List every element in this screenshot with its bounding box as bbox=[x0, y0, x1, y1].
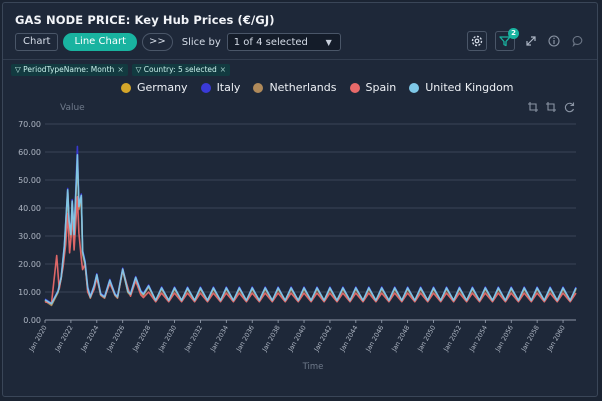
filter-icon: ▽ bbox=[135, 65, 144, 74]
x-tick-label: Jan 2046 bbox=[364, 324, 386, 354]
legend-dot bbox=[121, 82, 131, 93]
legend-label: Spain bbox=[365, 81, 397, 94]
legend-label: Italy bbox=[216, 81, 241, 94]
x-tick-label: Jan 2042 bbox=[312, 324, 334, 354]
series-line-netherlands[interactable] bbox=[44, 159, 577, 307]
x-tick-label: Jan 2052 bbox=[441, 324, 463, 354]
x-tick-label: Jan 2048 bbox=[390, 324, 412, 354]
legend-item-spain[interactable]: Spain bbox=[349, 81, 397, 94]
slice-by-select[interactable]: 1 of 4 selected ▼ bbox=[226, 33, 341, 51]
x-tick-label: Jan 2050 bbox=[416, 324, 438, 354]
chart-legend: Germany Italy Netherlands Spain United K… bbox=[121, 81, 527, 94]
legend-dot bbox=[409, 82, 420, 93]
x-tick-label: Jan 2024 bbox=[79, 324, 101, 354]
x-tick-label: Jan 2020 bbox=[27, 324, 49, 354]
legend-dot bbox=[200, 82, 211, 93]
filter-chip-label: PeriodTypeName: Month bbox=[23, 65, 115, 74]
chart-toolbar: Chart Line Chart >> Slice by 1 of 4 sele… bbox=[15, 33, 341, 51]
expand-button[interactable] bbox=[521, 31, 541, 51]
x-tick-label: Jan 2058 bbox=[519, 324, 541, 354]
x-tick-label: Jan 2028 bbox=[131, 324, 153, 354]
x-tick-label: Jan 2044 bbox=[338, 324, 360, 354]
y-tick-label: 0.00 bbox=[23, 316, 41, 325]
close-icon[interactable]: × bbox=[219, 65, 227, 74]
legend-dot bbox=[253, 82, 264, 93]
x-tick-label: Jan 2036 bbox=[234, 324, 256, 354]
info-icon bbox=[548, 35, 560, 47]
slice-by-value: 1 of 4 selected bbox=[233, 37, 308, 48]
slice-by-label: Slice by bbox=[181, 36, 221, 48]
gear-icon bbox=[471, 35, 483, 47]
reset-icon[interactable] bbox=[564, 102, 575, 113]
y-tick-label: 20.00 bbox=[18, 260, 41, 269]
x-tick-label: Jan 2038 bbox=[260, 324, 282, 354]
expand-icon bbox=[526, 36, 536, 46]
crop-icon[interactable] bbox=[528, 102, 538, 112]
legend-item-united-kingdom[interactable]: United Kingdom bbox=[409, 81, 514, 94]
x-tick-label: Jan 2054 bbox=[467, 324, 489, 354]
active-filters: ▽ PeriodTypeName: Month × ▽ Country: 5 s… bbox=[11, 64, 234, 76]
filter-chip-period[interactable]: ▽ PeriodTypeName: Month × bbox=[11, 64, 128, 76]
settings-button[interactable] bbox=[467, 31, 487, 51]
x-tick-label: Jan 2034 bbox=[208, 324, 230, 354]
legend-item-netherlands[interactable]: Netherlands bbox=[253, 81, 337, 94]
y-tick-label: 50.00 bbox=[18, 176, 41, 185]
line-chart: Value Time 0.00 10.00 20.00 30.00 40.00 50.00… bbox=[18, 102, 577, 372]
x-axis-title: Time bbox=[302, 362, 324, 372]
info-button[interactable] bbox=[544, 31, 564, 51]
legend-item-germany[interactable]: Germany bbox=[121, 81, 188, 94]
y-tick-label: 60.00 bbox=[18, 148, 41, 157]
chart-title: GAS NODE PRICE: Key Hub Prices (€/GJ) bbox=[15, 13, 275, 27]
filter-chip-label: Country: 5 selected bbox=[143, 65, 217, 74]
x-tick-label: Jan 2056 bbox=[493, 324, 515, 354]
y-tick-label: 30.00 bbox=[18, 232, 41, 241]
filter-icon: ▽ bbox=[15, 65, 24, 74]
y-tick-label: 40.00 bbox=[18, 204, 41, 213]
toolbar-divider bbox=[3, 59, 597, 60]
line-chart-button[interactable]: Line Chart bbox=[63, 33, 137, 51]
series-line-united-kingdom[interactable] bbox=[44, 154, 577, 305]
x-tick-label: Jan 2030 bbox=[156, 324, 178, 354]
legend-label: Netherlands bbox=[269, 81, 337, 94]
comment-button[interactable] bbox=[568, 31, 588, 51]
x-tick-label: Jan 2032 bbox=[182, 324, 204, 354]
crop-alt-icon[interactable] bbox=[546, 102, 556, 112]
x-tick-label: Jan 2060 bbox=[545, 324, 567, 354]
legend-label: United Kingdom bbox=[425, 81, 514, 94]
expand-options-button[interactable]: >> bbox=[141, 33, 173, 51]
legend-dot bbox=[349, 82, 360, 93]
y-tick-label: 70.00 bbox=[18, 120, 41, 129]
filter-count-badge: 2 bbox=[508, 28, 519, 39]
x-tick-label: Jan 2040 bbox=[286, 324, 308, 354]
series-line-spain[interactable] bbox=[44, 196, 577, 304]
x-tick-label: Jan 2022 bbox=[53, 324, 75, 354]
filter-button[interactable]: 2 bbox=[495, 28, 519, 51]
legend-label: Germany bbox=[137, 81, 188, 94]
comment-icon bbox=[572, 35, 583, 47]
y-tick-label: 10.00 bbox=[18, 288, 41, 297]
close-icon[interactable]: × bbox=[117, 65, 124, 74]
y-axis-title: Value bbox=[60, 103, 85, 113]
filter-chip-country[interactable]: ▽ Country: 5 selected × bbox=[131, 64, 231, 76]
chevron-down-icon: ▼ bbox=[325, 38, 332, 47]
chart-panel: GAS NODE PRICE: Key Hub Prices (€/GJ) Ch… bbox=[2, 2, 598, 397]
chart-button[interactable]: Chart bbox=[15, 33, 59, 51]
legend-item-italy[interactable]: Italy bbox=[200, 81, 241, 94]
series-line-germany[interactable] bbox=[44, 156, 577, 306]
x-tick-label: Jan 2026 bbox=[105, 324, 127, 354]
